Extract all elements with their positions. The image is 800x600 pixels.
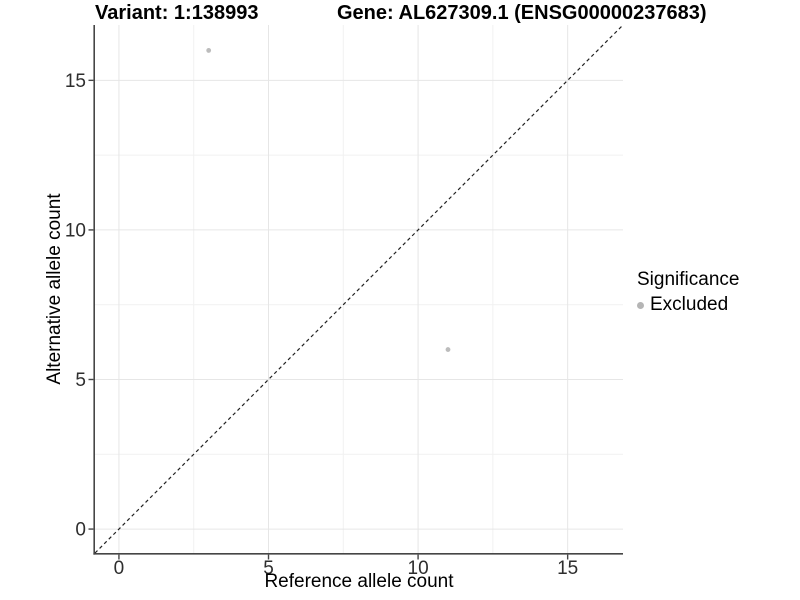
y-tick-label: 5 xyxy=(75,370,86,391)
y-axis-title: Alternative allele count xyxy=(44,193,65,385)
legend: Significance Excluded xyxy=(637,269,739,316)
x-tick-label: 10 xyxy=(408,558,429,579)
legend-item-label: Excluded xyxy=(650,294,729,315)
y-tick-label: 15 xyxy=(65,71,86,92)
legend-item-excluded: Excluded xyxy=(637,294,739,316)
legend-title: Significance xyxy=(637,269,740,290)
data-point xyxy=(206,48,212,53)
plot-title-gene: Gene: AL627309.1 (ENSG00000237683) xyxy=(337,2,707,24)
x-axis-title: Reference allele count xyxy=(264,571,454,592)
excluded-point-marker-icon xyxy=(637,301,644,309)
x-tick-label: 5 xyxy=(263,558,274,579)
data-point xyxy=(445,347,451,352)
x-tick-label: 0 xyxy=(114,558,125,579)
x-tick-label: 15 xyxy=(557,558,578,579)
y-tick-label: 0 xyxy=(75,520,86,541)
identity-reference-line xyxy=(94,24,624,554)
plot-title-variant: Variant: 1:138993 xyxy=(95,2,259,24)
y-tick-label: 10 xyxy=(65,220,86,241)
